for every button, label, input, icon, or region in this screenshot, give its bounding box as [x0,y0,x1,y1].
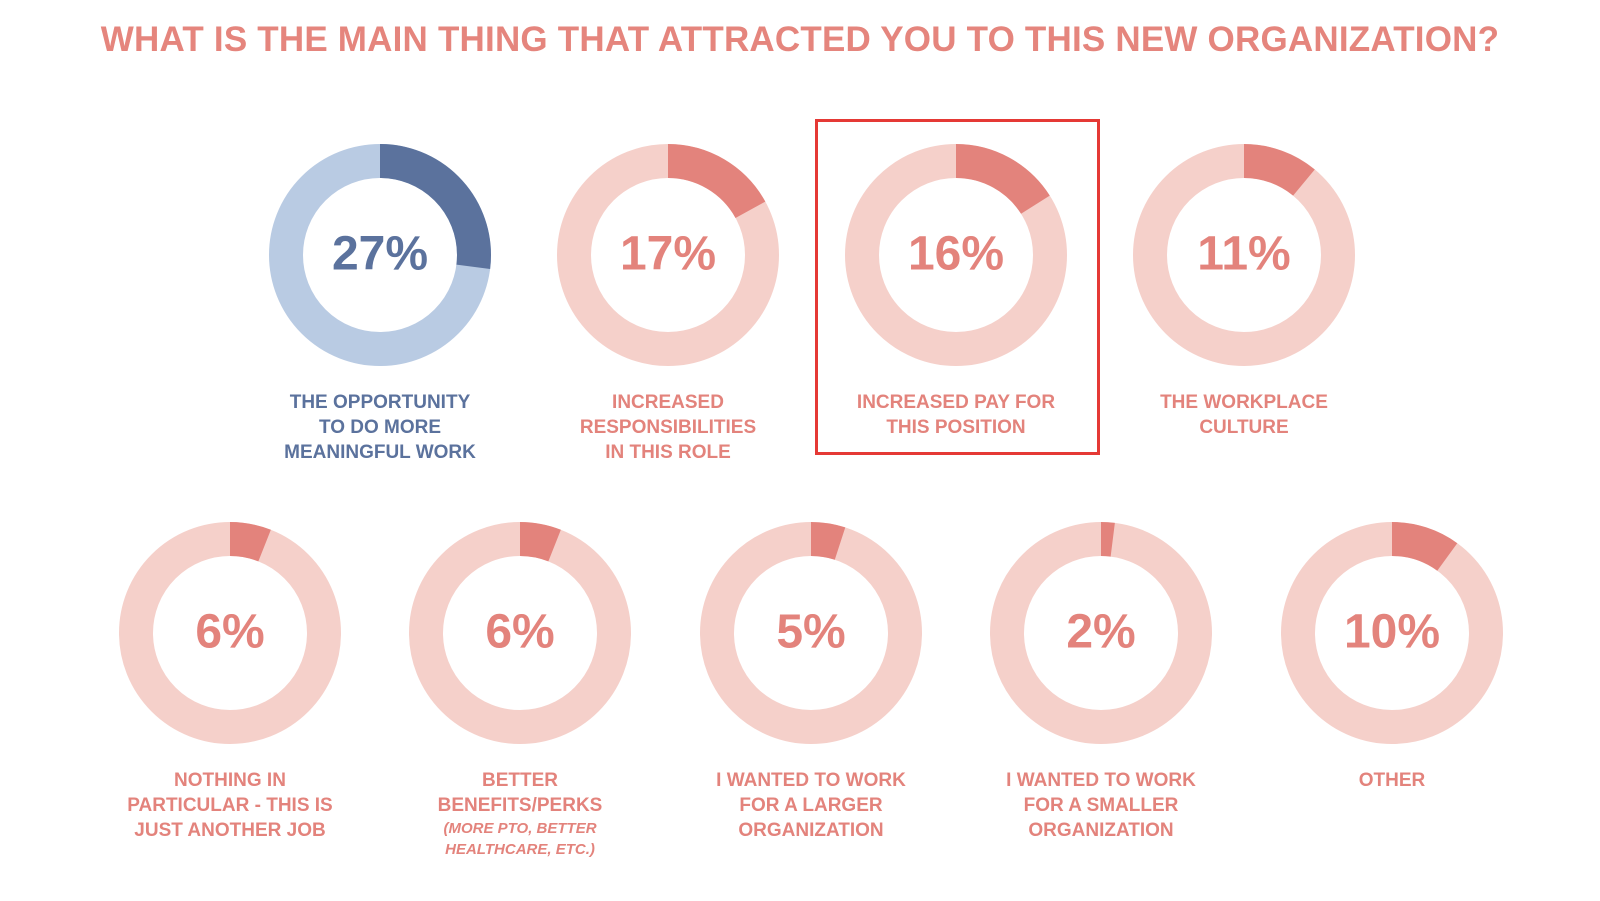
donut-category-label: OTHER [1358,770,1426,791]
donut-segment [990,522,1212,744]
donut-segment [119,522,341,744]
donut-item: 27% THE OPPORTUNITY TO DO MORE MEANINGFUL W… [250,140,510,465]
donut-item: 16% INCREASED PAY FOR THIS POSITION [826,140,1086,440]
donut-segment [557,144,779,366]
donut-item: 6% BETTER BENEFITS/PERKS (MORE PTO, BETTER H… [390,518,650,860]
donut-value-label: 17% [620,228,716,281]
donut-item: 10% OTHER [1262,518,1522,793]
donut-category-label: I WANTED TO WORK FOR A SMALLER ORGANIZATIO… [1006,770,1196,841]
donut-chart: 2% [990,522,1212,744]
donut-chart: 6% [119,522,341,744]
donut-chart: 11% [1133,144,1355,366]
donut-segment [409,522,631,744]
donut-value-label: 16% [908,228,1004,281]
donut-value-label: 27% [332,228,428,281]
donut-value-label: 6% [485,606,554,659]
donut-segment [1281,522,1503,744]
donut-value-label: 11% [1197,228,1290,281]
donut-category-label: INCREASED PAY FOR THIS POSITION [856,392,1056,438]
donut-chart: 6% [409,522,631,744]
donut-sub-label: (MORE PTO, BETTER HEALTHCARE, ETC.) [443,820,597,858]
donut-chart: 27% [269,144,491,366]
donut-segment [700,522,922,744]
donut-value-label: 6% [195,606,264,659]
donut-category-label: THE WORKPLACE CULTURE [1160,392,1328,438]
donut-category-label: INCREASED RESPONSIBILITIES IN THIS ROLE [579,392,757,463]
donut-category-label: THE OPPORTUNITY TO DO MORE MEANINGFUL WORK [284,392,476,463]
donut-segment [845,144,1067,366]
donut-category-label: I WANTED TO WORK FOR A LARGER ORGANIZATION [716,770,906,841]
donut-item: 6% NOTHING IN PARTICULAR - THIS IS JUST ANO… [100,518,360,843]
donut-item: 11% THE WORKPLACE CULTURE [1114,140,1374,440]
donut-segment [1133,144,1355,366]
donut-segment [269,144,491,366]
donut-item: 17% INCREASED RESPONSIBILITIES IN THIS ROLE [538,140,798,465]
donut-value-label: 10% [1344,606,1440,659]
chart-title: WHAT IS THE MAIN THING THAT ATTRACTED YO… [100,20,1500,59]
donut-chart: 10% [1281,522,1503,744]
donut-category-label: BETTER BENEFITS/PERKS [437,770,603,816]
donut-chart: 17% [557,144,779,366]
donut-value-label: 5% [776,606,845,659]
donut-value-label: 2% [1066,606,1135,659]
highlight-box [815,119,1100,455]
donut-chart: 16% [845,144,1067,366]
donut-chart: 5% [700,522,922,744]
donut-item: 5% I WANTED TO WORK FOR A LARGER ORGANIZATI… [681,518,941,843]
donut-item: 2% I WANTED TO WORK FOR A SMALLER ORGANIZAT… [971,518,1231,843]
donut-category-label: NOTHING IN PARTICULAR - THIS IS JUST ANOTH… [127,770,333,841]
